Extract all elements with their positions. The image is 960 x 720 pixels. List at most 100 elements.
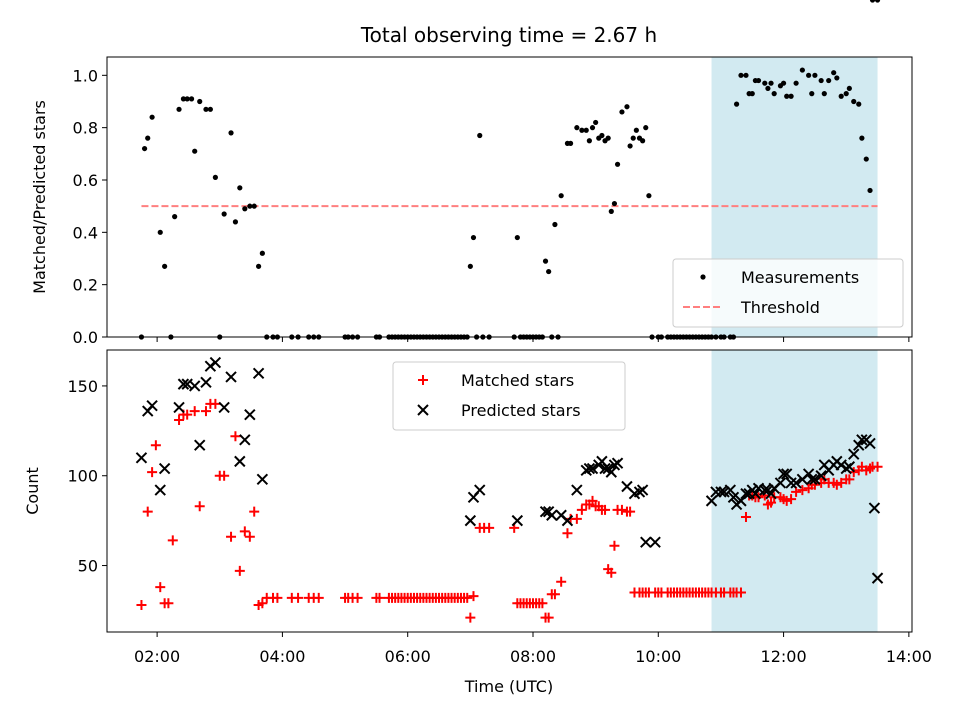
legend: Measurements Threshold	[672, 258, 904, 328]
data-point	[749, 487, 762, 500]
data-point	[173, 401, 185, 414]
data-point	[863, 156, 869, 162]
x-tick-label: 04:00	[259, 647, 305, 666]
data-point	[226, 531, 237, 542]
data-point	[587, 495, 598, 506]
data-point	[232, 219, 239, 225]
data-point	[605, 135, 611, 141]
data-point	[649, 536, 661, 548]
data-point	[252, 367, 265, 380]
data-point	[234, 455, 246, 468]
x-tick-label: 02:00	[134, 647, 180, 666]
data-point	[558, 193, 564, 199]
data-point	[771, 91, 777, 97]
data-point	[200, 376, 212, 389]
data-point	[221, 211, 227, 217]
legend-box	[672, 258, 904, 328]
data-point	[546, 509, 558, 521]
data-point	[462, 592, 473, 603]
legend: Matched stars Predicted stars	[392, 361, 626, 431]
data-point	[608, 208, 614, 214]
data-point	[141, 145, 148, 152]
y-tick-label: 0.2	[73, 276, 98, 295]
legend-label: Measurements	[741, 268, 859, 287]
data-point	[543, 612, 554, 623]
data-point	[256, 473, 269, 486]
data-point	[619, 109, 625, 115]
data-point	[207, 106, 213, 112]
legend-label: Threshold	[740, 298, 820, 317]
data-point	[537, 598, 548, 609]
x-tick-label: 14:00	[886, 647, 932, 666]
data-point	[257, 598, 268, 609]
data-point	[755, 77, 762, 84]
data-point	[142, 506, 153, 517]
data-point	[352, 592, 363, 603]
data-point	[826, 77, 832, 84]
x-tick-label: 10:00	[635, 647, 681, 666]
data-point	[182, 409, 193, 420]
data-point	[636, 484, 649, 496]
x-tick-label: 06:00	[385, 647, 431, 666]
data-point	[293, 592, 304, 603]
data-point	[180, 96, 187, 102]
data-point	[646, 193, 652, 199]
data-point	[818, 77, 824, 84]
x-axis-label: Time (UTC)	[464, 677, 553, 696]
data-point	[851, 98, 857, 105]
data-point	[853, 439, 865, 451]
data-point	[786, 494, 797, 505]
data-point	[611, 200, 618, 207]
data-point	[484, 522, 495, 533]
data-point	[176, 106, 182, 112]
data-point	[158, 462, 171, 475]
y-tick-label: 0.0	[73, 328, 98, 347]
data-point	[630, 135, 636, 141]
bottom-panel-counts: 50 100 150 02:00 04:00 06:00 08:00 10:00 12:00 14…	[23, 349, 932, 666]
data-point	[239, 434, 251, 446]
data-point	[219, 470, 230, 481]
data-point	[244, 408, 256, 421]
data-point	[797, 485, 808, 496]
data-point	[781, 468, 793, 480]
data-point	[846, 85, 852, 92]
data-point	[249, 506, 260, 517]
data-point	[762, 80, 768, 86]
data-point	[831, 70, 837, 76]
data-point	[872, 461, 883, 472]
data-point	[616, 504, 627, 515]
data-point	[259, 250, 265, 256]
data-point	[225, 371, 237, 383]
data-point	[599, 462, 611, 475]
data-point	[272, 592, 283, 603]
data-point	[583, 462, 596, 475]
data-point	[724, 484, 737, 496]
data-point	[474, 484, 486, 496]
data-point	[200, 406, 211, 417]
data-point	[147, 467, 158, 478]
data-point	[790, 477, 802, 489]
data-point	[868, 502, 881, 514]
legend-box	[392, 361, 626, 431]
data-point	[715, 486, 727, 498]
x-tick-label: 08:00	[510, 647, 556, 666]
data-point	[184, 96, 190, 102]
data-point	[774, 477, 787, 489]
data-point	[194, 501, 205, 512]
data-point	[576, 504, 587, 515]
series-matched-stars	[136, 398, 883, 623]
data-point	[242, 206, 248, 212]
data-point	[605, 466, 618, 478]
data-point	[843, 461, 856, 473]
data-point	[785, 477, 797, 489]
data-point	[556, 576, 567, 587]
data-point	[146, 399, 158, 412]
data-point	[759, 484, 771, 496]
data-point	[867, 187, 873, 194]
data-point	[234, 565, 245, 576]
y-axis-label: Count	[23, 467, 42, 515]
data-point	[793, 80, 799, 86]
data-point	[733, 101, 740, 107]
data-point	[777, 468, 790, 480]
data-point	[834, 75, 840, 81]
